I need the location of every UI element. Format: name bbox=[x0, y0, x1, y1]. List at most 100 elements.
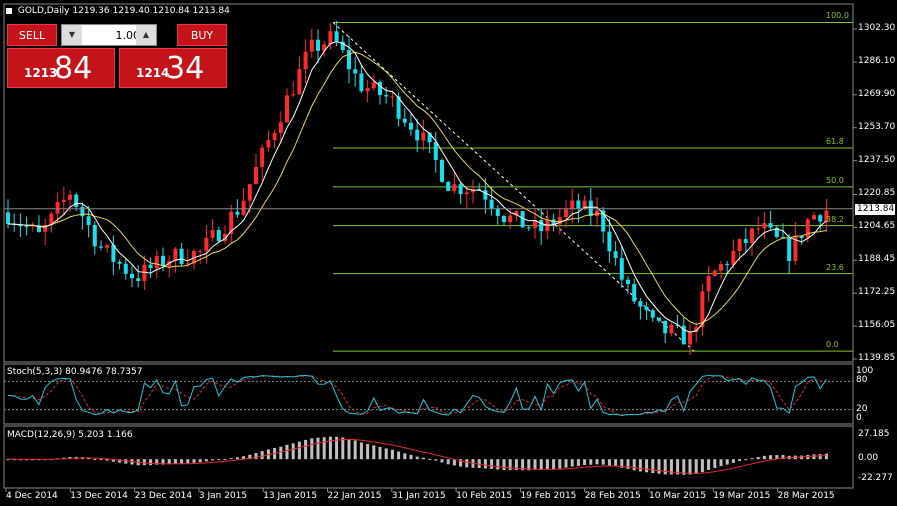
macd-histogram-bar bbox=[254, 453, 258, 460]
macd-histogram-bar bbox=[322, 437, 326, 460]
candle-body bbox=[260, 147, 265, 167]
macd-histogram-bar bbox=[440, 459, 444, 463]
candle-body bbox=[781, 236, 785, 238]
macd-histogram-bar bbox=[477, 459, 481, 469]
candle-body bbox=[489, 199, 494, 209]
candle-body bbox=[663, 320, 668, 334]
macd-histogram-bar bbox=[558, 459, 562, 469]
candle-body bbox=[223, 233, 227, 242]
sell-price-box[interactable]: 1213 84 bbox=[7, 48, 115, 88]
macd-histogram-bar bbox=[310, 438, 314, 460]
macd-histogram-bar bbox=[769, 455, 773, 460]
time-axis-label: 31 Jan 2015 bbox=[391, 491, 446, 501]
candle-body bbox=[80, 206, 85, 217]
candle-body bbox=[464, 192, 469, 195]
price-axis-label: 1188.45 bbox=[858, 254, 896, 265]
stoch-signal-line bbox=[7, 375, 827, 416]
time-axis-label: 4 Dec 2014 bbox=[6, 491, 58, 501]
macd-histogram-bar bbox=[626, 459, 630, 469]
candle-body bbox=[99, 246, 103, 248]
macd-histogram-bar bbox=[688, 459, 692, 475]
buy-price-small: 1214 bbox=[136, 66, 170, 80]
macd-histogram-bar bbox=[217, 459, 221, 461]
macd-histogram-bar bbox=[260, 451, 264, 460]
volume-down-arrow-icon[interactable]: ▼ bbox=[62, 25, 82, 45]
buy-price-box[interactable]: 1214 34 bbox=[119, 48, 227, 88]
volume-control: ▼ ▲ bbox=[61, 24, 157, 46]
candle-body bbox=[452, 184, 457, 191]
candle-body bbox=[142, 264, 147, 282]
candle-body bbox=[55, 201, 60, 214]
macd-histogram-bar bbox=[638, 459, 642, 472]
candle-body bbox=[43, 225, 48, 232]
time-axis-label: 28 Feb 2015 bbox=[584, 491, 641, 501]
macd-histogram-bar bbox=[235, 457, 239, 460]
volume-input[interactable] bbox=[84, 26, 142, 44]
candle-body bbox=[483, 190, 488, 200]
candle-body bbox=[619, 258, 624, 280]
volume-up-arrow-icon[interactable]: ▲ bbox=[136, 25, 156, 45]
candle-body bbox=[241, 200, 246, 215]
stoch-main-line bbox=[7, 374, 827, 416]
macd-histogram-bar bbox=[434, 459, 438, 461]
macd-histogram-bar bbox=[564, 459, 568, 468]
candle-body bbox=[731, 251, 736, 266]
macd-histogram-bar bbox=[533, 459, 537, 470]
candle-body bbox=[210, 230, 215, 238]
candle-body bbox=[136, 278, 141, 282]
candle-body bbox=[768, 223, 773, 228]
buy-button[interactable]: BUY bbox=[177, 24, 227, 46]
macd-histogram-bar bbox=[762, 455, 766, 460]
macd-histogram-bar bbox=[663, 459, 667, 475]
candle-body bbox=[74, 194, 79, 207]
time-axis-label: 13 Dec 2014 bbox=[70, 491, 128, 501]
symbol-icon bbox=[6, 7, 12, 14]
candle-body bbox=[787, 237, 792, 261]
macd-histogram-bar bbox=[521, 459, 525, 471]
candle-body bbox=[433, 142, 438, 160]
candle-body bbox=[229, 211, 234, 234]
macd-label: MACD(12,26,9) 5.203 1.166 bbox=[7, 430, 133, 440]
fibonacci-retracement[interactable] bbox=[332, 21, 853, 352]
macd-signal-line bbox=[7, 438, 827, 474]
macd-axis-label: 0.00 bbox=[858, 453, 879, 464]
macd-histogram-bar bbox=[316, 437, 320, 460]
macd-histogram-bar bbox=[676, 459, 680, 475]
candle-body bbox=[514, 211, 519, 216]
macd-axis-label: 27.185 bbox=[858, 429, 890, 439]
candle-body bbox=[173, 248, 178, 262]
candle-body bbox=[650, 310, 655, 318]
candle-body bbox=[824, 210, 829, 222]
candle-body bbox=[37, 225, 41, 232]
candle-body bbox=[309, 39, 314, 52]
price-axis-label: 1172.25 bbox=[858, 287, 896, 298]
macd-histogram-bar bbox=[614, 459, 618, 467]
moving-average-fast bbox=[7, 41, 827, 333]
candle-body bbox=[446, 181, 451, 191]
candle-body bbox=[285, 95, 289, 123]
macd-histogram-bar bbox=[390, 449, 394, 460]
symbol-label: GOLD,Daily bbox=[17, 6, 70, 16]
macd-histogram-bar bbox=[651, 459, 655, 474]
candle-body bbox=[675, 324, 680, 326]
candle-body bbox=[148, 264, 153, 269]
candle-body bbox=[756, 228, 761, 230]
candle-body bbox=[68, 194, 72, 200]
candle-body bbox=[793, 235, 798, 261]
macd-histogram-bar bbox=[806, 454, 810, 460]
candle-body bbox=[235, 211, 240, 215]
candle-body bbox=[316, 39, 320, 51]
sell-button[interactable]: SELL bbox=[7, 24, 57, 46]
fib-level-label: 61.8 bbox=[826, 137, 844, 147]
candle-body bbox=[365, 88, 370, 92]
macd-histogram-bar bbox=[508, 459, 512, 471]
candle-body bbox=[681, 325, 686, 345]
macd-histogram-bar bbox=[428, 458, 432, 460]
candle-body bbox=[390, 96, 395, 98]
macd-histogram-bar bbox=[211, 459, 215, 461]
candle-body bbox=[812, 215, 816, 220]
macd-histogram-bar bbox=[242, 456, 246, 460]
candle-body bbox=[799, 235, 804, 238]
macd-histogram-bar bbox=[700, 459, 704, 473]
candle-body bbox=[564, 209, 568, 218]
